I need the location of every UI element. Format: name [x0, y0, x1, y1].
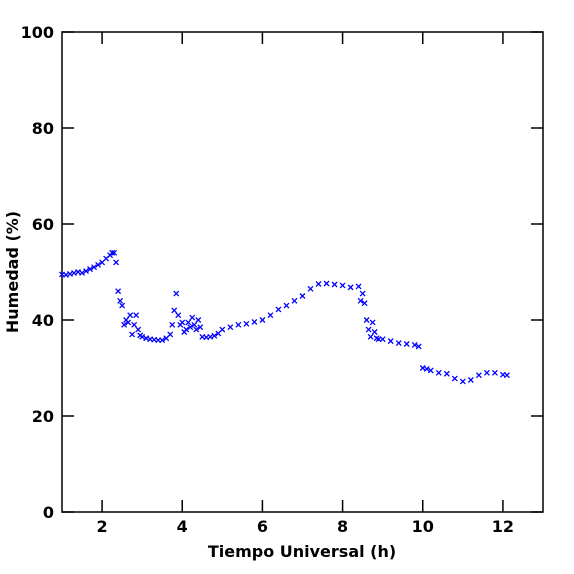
data-point — [443, 370, 450, 377]
data-point — [367, 333, 374, 340]
data-point — [291, 297, 298, 304]
data-point — [379, 336, 386, 343]
data-point — [243, 320, 250, 327]
data-point — [459, 378, 466, 385]
data-point — [179, 319, 186, 326]
data-point — [359, 290, 366, 297]
data-point — [91, 264, 98, 271]
y-tick-label: 0 — [43, 503, 54, 522]
data-point — [275, 306, 282, 313]
y-axis-label: Humedad (%) — [3, 211, 22, 333]
data-point — [87, 266, 94, 273]
data-point — [227, 324, 234, 331]
data-point — [173, 290, 180, 297]
data-point — [193, 326, 200, 333]
x-tick-label: 10 — [412, 517, 434, 536]
data-point — [83, 268, 90, 274]
data-point — [171, 307, 178, 314]
data-point — [133, 312, 140, 319]
data-point — [135, 326, 142, 333]
x-tick-label: 2 — [97, 517, 108, 536]
data-point — [369, 319, 376, 326]
data-point — [423, 366, 430, 372]
x-tick-label: 12 — [492, 517, 514, 536]
data-point — [415, 343, 422, 350]
plot-frame — [61, 31, 544, 513]
data-point — [451, 375, 458, 382]
data-point — [127, 312, 134, 319]
data-point — [365, 326, 372, 333]
data-point — [323, 280, 330, 287]
data-point — [283, 302, 290, 309]
data-point — [307, 285, 314, 292]
data-point — [191, 321, 198, 328]
data-point — [315, 281, 322, 287]
x-tick-label: 4 — [177, 517, 188, 536]
data-point — [503, 372, 510, 379]
data-point — [129, 331, 136, 338]
data-point — [259, 317, 266, 323]
data-point — [235, 321, 242, 328]
data-point — [395, 340, 402, 346]
y-tick-label: 80 — [32, 119, 54, 138]
data-point — [113, 259, 120, 266]
data-point — [347, 284, 354, 291]
y-tick-label: 100 — [21, 23, 54, 42]
data-point — [111, 249, 118, 256]
data-point — [183, 326, 190, 333]
y-tick-label: 60 — [32, 215, 54, 234]
x-tick-label: 6 — [257, 517, 268, 536]
data-point — [195, 317, 202, 323]
x-tick-label: 8 — [337, 517, 348, 536]
data-point — [187, 324, 194, 331]
data-point — [363, 317, 370, 323]
y-tick-label: 40 — [32, 311, 54, 330]
data-point — [197, 324, 204, 331]
data-point — [331, 281, 338, 288]
y-tick-label: 20 — [32, 407, 54, 426]
data-point — [361, 300, 368, 307]
data-point — [109, 249, 116, 256]
data-point — [435, 369, 442, 376]
data-point — [131, 321, 138, 328]
data-point — [185, 319, 192, 326]
data-point — [475, 372, 482, 379]
data-point — [483, 369, 490, 376]
data-point — [189, 314, 196, 321]
data-point — [467, 377, 474, 383]
data-point — [211, 332, 218, 339]
data-point — [119, 302, 126, 309]
data-point — [115, 288, 122, 295]
data-point — [125, 319, 132, 326]
data-point — [387, 338, 394, 345]
x-axis-label: Tiempo Universal (h) — [208, 542, 396, 561]
data-point — [159, 337, 166, 344]
data-point — [403, 341, 410, 347]
data-point — [371, 329, 378, 335]
data-point — [79, 270, 86, 276]
data-point — [169, 321, 176, 328]
data-point — [175, 312, 182, 319]
data-point — [167, 331, 174, 338]
data-point — [427, 367, 434, 374]
data-point — [491, 369, 498, 376]
data-point — [95, 261, 102, 268]
data-point — [219, 326, 226, 333]
data-point — [117, 297, 124, 304]
data-point — [121, 321, 128, 328]
data-point — [357, 297, 364, 304]
data-point — [251, 318, 258, 325]
data-point — [299, 293, 306, 299]
data-point — [339, 282, 346, 289]
data-point — [267, 312, 274, 319]
data-point — [355, 283, 362, 290]
data-point — [411, 342, 418, 348]
data-point — [139, 333, 146, 340]
